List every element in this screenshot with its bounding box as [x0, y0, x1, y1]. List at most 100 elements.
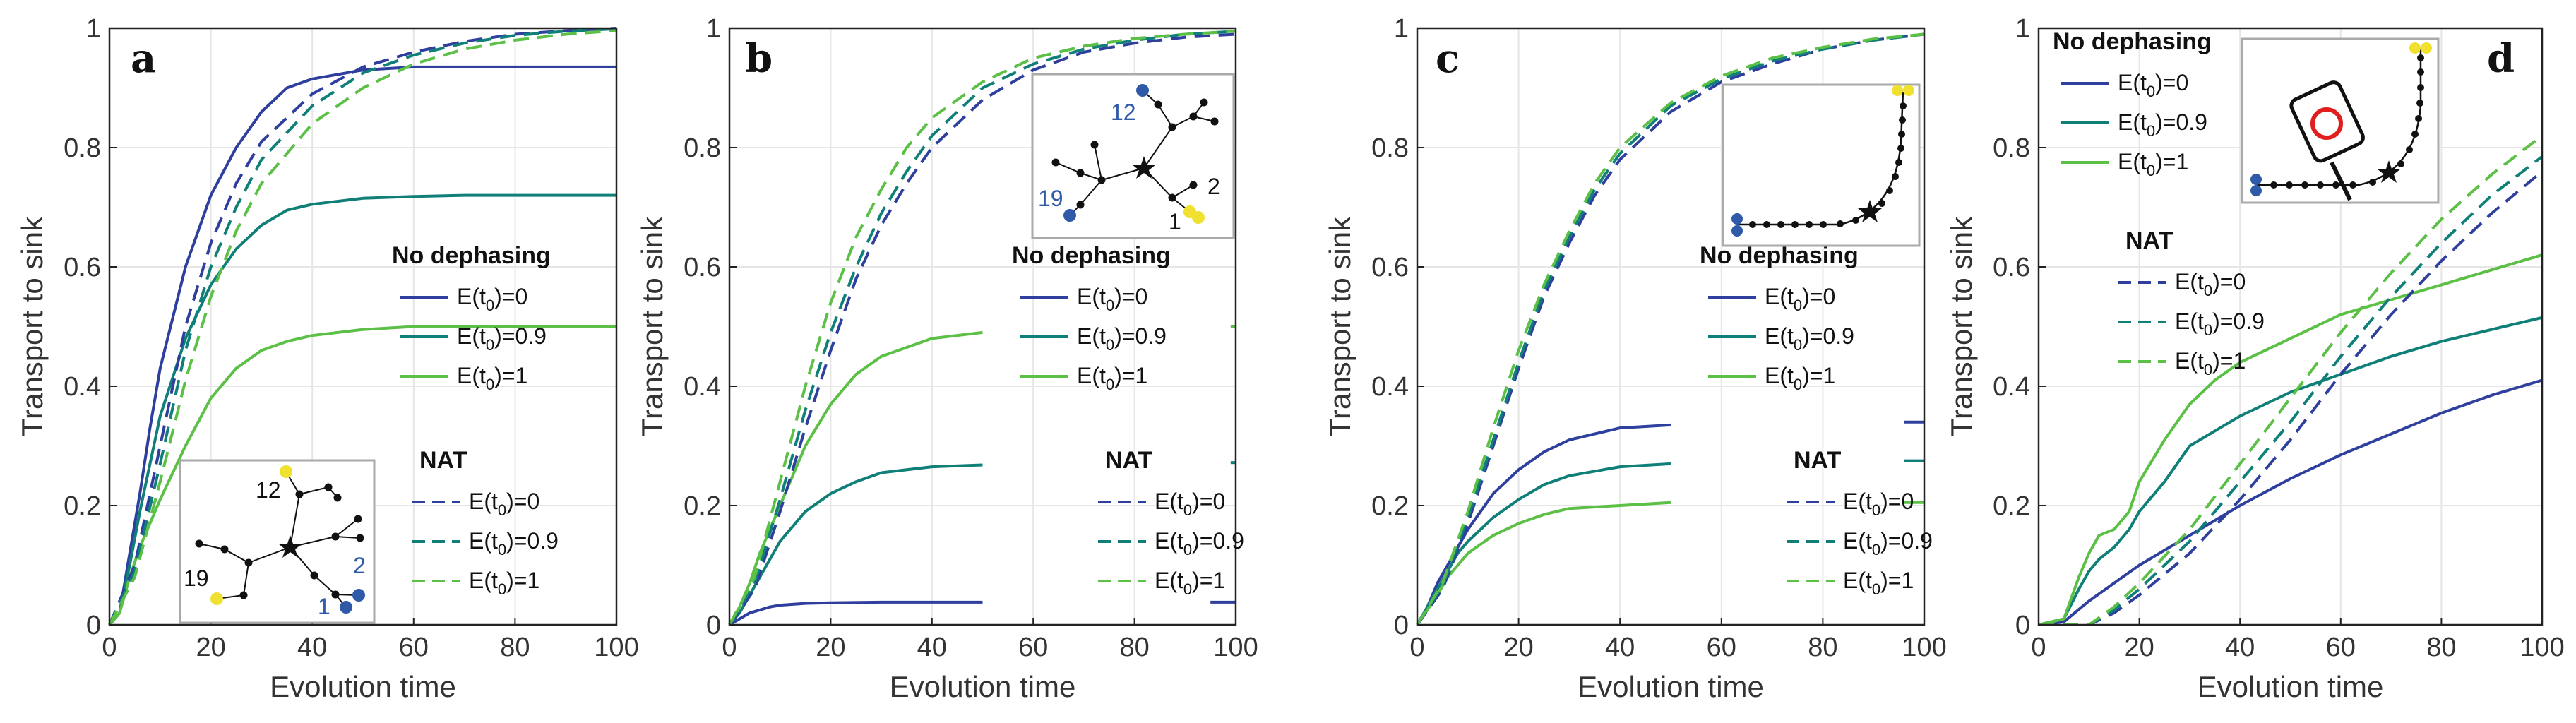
x-tick-label: 100	[1213, 633, 1258, 662]
x-tick-label: 60	[1707, 633, 1736, 662]
panel-a-inset: 12 2 19 1	[179, 459, 376, 624]
legend-entry-label: E(t0)=0	[2118, 70, 2188, 100]
legend-entry-label: E(t0)=0	[2175, 269, 2246, 299]
panel-b-label: b	[745, 35, 773, 82]
panel-a-ylabel: Transport to sink	[16, 216, 49, 436]
panel-b-ticks: 0 20 40 60 80 100 0 0.2 0.4 0.6 0.8 1	[684, 14, 1258, 662]
yellow-node-icon	[280, 465, 292, 478]
x-tick-label: 100	[594, 633, 638, 662]
star-node-icon	[278, 535, 302, 558]
panel-b-xlabel: Evolution time	[890, 670, 1076, 703]
panel-d: 0 20 40 60 80 100 0 0.2 0.4 0.6 0.8 1 d Evolution t…	[1945, 14, 2565, 703]
legend-entry-label: E(t0)=1	[1077, 363, 1147, 393]
series-line-1	[1416, 462, 1671, 626]
panel-b-ylabel: Transport to sink	[636, 216, 669, 436]
series-line-1	[2038, 316, 2543, 626]
yellow-node-icon	[210, 592, 223, 605]
yellow-node-icon	[2409, 42, 2421, 54]
y-tick-label: 0.2	[684, 491, 721, 521]
series-line-0	[728, 600, 983, 626]
legend-title-nat: NAT	[1105, 447, 1153, 474]
legend-entry-label: E(t0)=1	[1843, 568, 1914, 598]
x-tick-label: 0	[722, 633, 737, 662]
series-line-0	[108, 65, 616, 626]
x-tick-label: 40	[297, 633, 327, 662]
legend-entry-label: E(t0)=1	[469, 568, 539, 598]
y-tick-label: 0.4	[1993, 372, 2030, 402]
panel-b-curves	[728, 30, 1236, 626]
panel-c-xlabel: Evolution time	[1578, 670, 1764, 703]
legend-entry-label: E(t0)=1	[1765, 363, 1835, 393]
inset-label-2: 2	[1208, 174, 1220, 199]
panel-a-curves	[108, 27, 617, 626]
y-tick-label: 0.2	[1371, 491, 1409, 521]
x-tick-label: 20	[816, 633, 845, 662]
legend-title-nat: NAT	[1794, 447, 1842, 474]
x-tick-label: 100	[2520, 633, 2564, 662]
y-tick-label: 0.4	[1371, 372, 1409, 402]
y-tick-label: 0.6	[684, 253, 721, 282]
y-tick-label: 0.4	[64, 372, 101, 402]
series-line-4	[108, 27, 617, 626]
legend-entry-label: E(t0)=1	[2175, 348, 2246, 378]
blue-node-icon	[340, 601, 352, 614]
yellow-node-icon	[1903, 85, 1914, 96]
inset-label-19: 19	[1038, 186, 1063, 211]
panel-a-ticks: 0 20 40 60 80 100 0 0.2 0.4 0.6 0.8 1	[64, 14, 639, 662]
x-tick-label: 80	[1808, 633, 1837, 662]
y-tick-label: 0.6	[64, 253, 101, 282]
y-tick-label: 0.6	[1993, 253, 2030, 282]
legend-entry-label: E(t0)=0	[1155, 489, 1225, 519]
inset-nodes	[195, 483, 364, 599]
x-tick-label: 40	[1605, 633, 1635, 662]
legend-entry-label: E(t0)=0.9	[1765, 323, 1854, 354]
blue-node-icon	[1136, 84, 1149, 97]
yellow-node-icon	[1192, 211, 1205, 224]
x-tick-label: 80	[1119, 633, 1149, 662]
x-tick-label: 80	[2426, 633, 2456, 662]
panel-c-frame	[1416, 27, 1926, 626]
x-tick-label: 80	[500, 633, 530, 662]
x-tick-label: 0	[102, 633, 117, 662]
legend-entry-label: E(t0)=0.9	[1155, 528, 1244, 558]
panel-a-frame	[108, 27, 618, 626]
panel-d-xlabel: Evolution time	[2198, 670, 2384, 703]
x-tick-label: 100	[1902, 633, 1946, 662]
inset-nodes	[2270, 54, 2424, 189]
legend-entry-label: E(t0)=0	[457, 284, 527, 314]
legend-title-nat: NAT	[419, 447, 467, 474]
legend-entry-label: E(t0)=0.9	[2118, 109, 2207, 140]
series-line-1	[108, 193, 616, 626]
x-tick-label: 20	[1503, 633, 1533, 662]
y-tick-label: 0.8	[1371, 133, 1409, 163]
panel-b-frame	[728, 27, 1237, 626]
legend-entry-label: E(t0)=0.9	[469, 528, 559, 558]
y-tick-label: 0	[706, 611, 721, 640]
series-line-5	[2039, 134, 2544, 626]
legend-entry-label: E(t0)=1	[2118, 149, 2188, 179]
inset-label-12: 12	[256, 477, 281, 503]
panel-c-inset	[1722, 83, 1921, 247]
legend-entry-label: E(t0)=0.9	[457, 323, 547, 354]
yellow-node-icon	[2421, 42, 2432, 54]
series-line-2	[1416, 501, 1671, 626]
legend-title-nat: NAT	[2125, 227, 2174, 254]
blue-node-icon	[1063, 209, 1076, 222]
x-tick-label: 0	[2031, 633, 2046, 662]
panel-a: 0 20 40 60 80 100 0 0.2 0.4 0.6 0.8 1 a Evolution t…	[16, 14, 639, 703]
panel-d-inset	[2241, 37, 2440, 204]
star-node-icon	[2377, 160, 2401, 183]
blue-node-icon	[2250, 185, 2262, 196]
panel-d-ylabel: Transport to sink	[1945, 216, 1978, 436]
panel-c-ylabel: Transport to sink	[1323, 216, 1356, 436]
panel-d-curves	[2038, 134, 2544, 626]
yellow-node-icon	[1892, 85, 1903, 96]
star-node-icon	[1132, 156, 1156, 179]
blue-node-icon	[1731, 213, 1743, 225]
inset-frame	[1722, 83, 1921, 247]
